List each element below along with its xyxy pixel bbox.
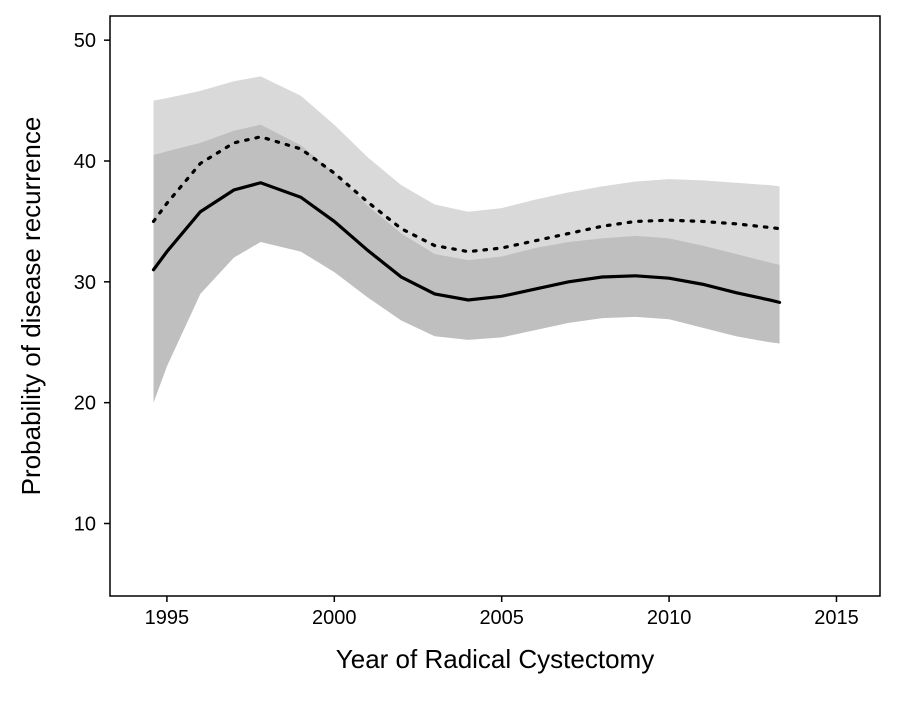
x-tick-label: 2005 (479, 607, 524, 629)
y-tick-label: 10 (74, 514, 96, 536)
chart-container: 1995 2000 2005 2010 2015 10 20 30 40 50 Year of Ra… (0, 0, 900, 716)
chart-bg (0, 0, 900, 716)
y-tick-label: 30 (74, 272, 96, 294)
y-axis-title: Probability of disease recurrence (16, 117, 46, 496)
x-tick-label: 1995 (145, 607, 190, 629)
x-tick-label: 2000 (312, 607, 357, 629)
recurrence-chart: 1995 2000 2005 2010 2015 10 20 30 40 50 Year of Ra… (0, 0, 900, 716)
x-axis-title: Year of Radical Cystectomy (336, 644, 654, 674)
y-tick-label: 40 (74, 151, 96, 173)
y-tick-label: 20 (74, 393, 96, 415)
x-tick-label: 2015 (814, 607, 859, 629)
x-tick-label: 2010 (647, 607, 692, 629)
y-tick-label: 50 (74, 30, 96, 52)
